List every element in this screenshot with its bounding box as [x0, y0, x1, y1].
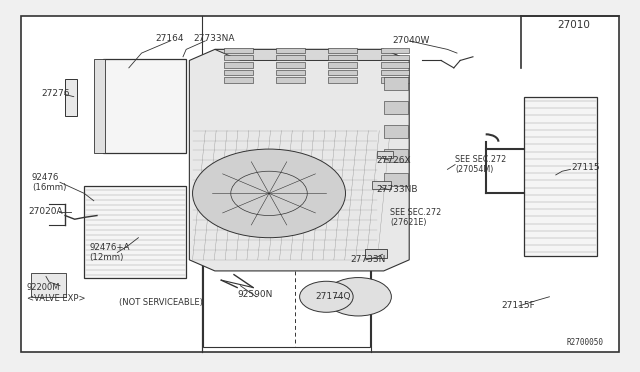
Bar [381, 77, 409, 83]
Bar [276, 48, 305, 53]
Bar [65, 79, 77, 116]
Text: 27174Q: 27174Q [316, 292, 351, 301]
Bar [524, 97, 597, 256]
Circle shape [193, 149, 346, 238]
Text: 27164: 27164 [156, 34, 184, 43]
Text: 27020A: 27020A [28, 207, 63, 217]
Bar [276, 62, 305, 68]
Bar [328, 70, 357, 75]
Bar [103, 59, 186, 153]
Bar [384, 149, 408, 162]
Bar [381, 62, 409, 68]
Text: 92476
(16mm): 92476 (16mm) [32, 173, 67, 192]
Bar [384, 77, 408, 90]
Circle shape [325, 278, 392, 316]
Text: R2700050: R2700050 [566, 338, 604, 347]
Bar [384, 173, 408, 186]
Bar [225, 55, 253, 61]
Bar [94, 59, 105, 153]
Bar [31, 273, 67, 297]
Text: 92476+A
(12mm): 92476+A (12mm) [90, 243, 130, 262]
Polygon shape [189, 49, 409, 271]
Bar [381, 55, 409, 61]
Bar [378, 151, 394, 158]
Bar [84, 186, 186, 278]
Text: 27115F: 27115F [502, 301, 535, 311]
Bar [225, 62, 253, 68]
Bar [225, 70, 253, 75]
Bar [225, 48, 253, 53]
Text: 27733NB: 27733NB [376, 185, 417, 194]
Bar [384, 101, 408, 114]
Text: 92200M
<VALVE EXP>: 92200M <VALVE EXP> [27, 283, 85, 303]
Bar [203, 232, 370, 347]
Bar [372, 181, 392, 189]
Bar [328, 77, 357, 83]
Polygon shape [215, 49, 409, 61]
Text: 92590N: 92590N [237, 291, 273, 299]
Text: 27733N: 27733N [351, 255, 386, 264]
Text: 27276: 27276 [41, 89, 69, 98]
Text: 27040W: 27040W [392, 36, 429, 45]
Bar [384, 125, 408, 138]
Bar [276, 70, 305, 75]
Text: 27115: 27115 [572, 163, 600, 172]
Text: (NOT SERVICEABLE): (NOT SERVICEABLE) [119, 298, 203, 307]
Bar [225, 77, 253, 83]
Bar [381, 48, 409, 53]
Circle shape [300, 281, 353, 312]
Bar [276, 77, 305, 83]
Bar [328, 48, 357, 53]
Text: SEE SEC.272
(27621E): SEE SEC.272 (27621E) [390, 208, 442, 227]
Text: SEE SEC.272
(27054M): SEE SEC.272 (27054M) [455, 155, 506, 174]
Bar [381, 70, 409, 75]
Text: 27726X: 27726X [376, 155, 411, 165]
Text: 27733NA: 27733NA [194, 34, 236, 43]
Text: 27010: 27010 [557, 20, 590, 31]
Bar [365, 249, 387, 258]
Bar [276, 55, 305, 61]
Bar [328, 55, 357, 61]
Bar [328, 62, 357, 68]
